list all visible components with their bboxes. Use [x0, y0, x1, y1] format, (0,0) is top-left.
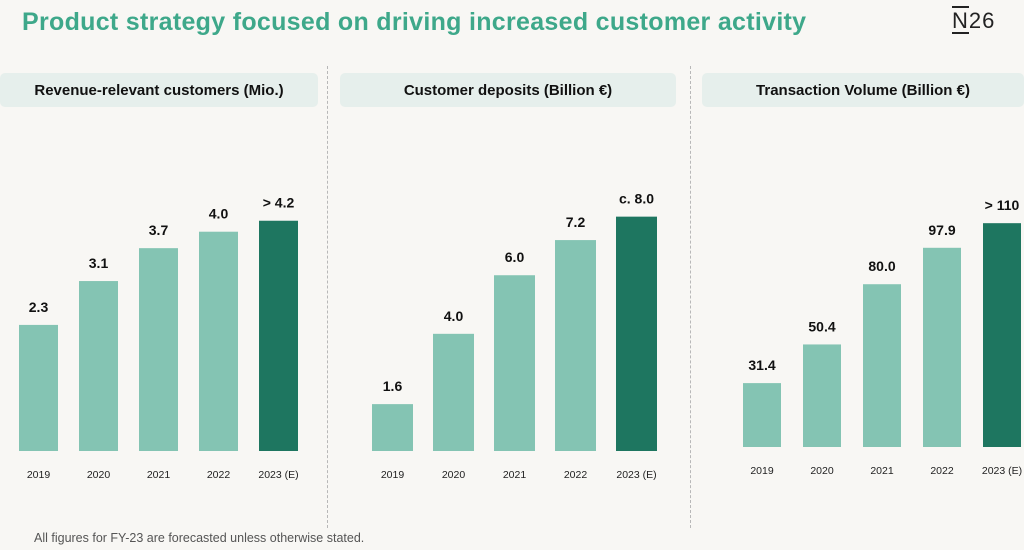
- x-tick-customers-2023: 2023 (E): [258, 469, 298, 481]
- x-tick-volume-2019: 2019: [750, 465, 774, 477]
- x-tick-customers-2019: 2019: [27, 469, 51, 481]
- chart-title-deposits: Customer deposits (Billion €): [403, 81, 613, 99]
- data-label-deposits-2023: c. 8.0: [619, 191, 654, 207]
- bar-customers-2022: [199, 231, 238, 451]
- data-label-customers-2021: 3.7: [149, 222, 169, 238]
- panel-header-deposits: Customer deposits (Billion €): [340, 73, 676, 107]
- x-tick-deposits-2023: 2023 (E): [616, 469, 656, 481]
- bar-customers-2023: [259, 220, 298, 451]
- bar-customers-2019: [19, 324, 58, 451]
- panel-divider-1: [327, 66, 328, 528]
- data-label-deposits-2019: 1.6: [383, 378, 403, 394]
- page-title: Product strategy focused on driving incr…: [22, 8, 807, 36]
- x-tick-deposits-2021: 2021: [503, 469, 527, 481]
- bar-volume-2019: [743, 383, 781, 447]
- chart-customers: 2.3 2019 3.1 2020 3.7 2021 4.0 2022 > 4.2 2023 (E…: [19, 195, 299, 481]
- panel-header-volume: Transaction Volume (Billion €): [702, 73, 1024, 107]
- data-label-volume-2019: 31.4: [748, 357, 775, 373]
- data-label-volume-2020: 50.4: [808, 318, 835, 334]
- x-tick-volume-2020: 2020: [810, 465, 834, 477]
- bar-deposits-2020: [433, 333, 474, 451]
- bar-volume-2021: [863, 284, 901, 447]
- data-label-customers-2023: > 4.2: [263, 195, 295, 211]
- chart-title-volume: Transaction Volume (Billion €): [756, 81, 970, 99]
- data-label-volume-2023: > 110: [985, 197, 1020, 213]
- data-label-customers-2022: 4.0: [209, 206, 229, 222]
- data-label-deposits-2022: 7.2: [566, 214, 586, 230]
- bar-volume-2022: [923, 247, 961, 447]
- bar-volume-2023: [983, 223, 1021, 447]
- data-label-volume-2021: 80.0: [868, 258, 895, 274]
- data-label-customers-2019: 2.3: [29, 299, 49, 315]
- panel-divider-2: [690, 66, 691, 528]
- x-tick-customers-2020: 2020: [87, 469, 111, 481]
- x-tick-deposits-2022: 2022: [564, 469, 588, 481]
- bar-deposits-2019: [372, 404, 413, 451]
- chart-deposits: 1.6 2019 4.0 2020 6.0 2021 7.2 2022 c. 8.0 2023 (…: [372, 191, 657, 481]
- bar-volume-2020: [803, 344, 841, 447]
- footnote: All figures for FY-23 are forecasted unl…: [34, 531, 365, 545]
- bar-customers-2021: [139, 248, 178, 451]
- bar-customers-2020: [79, 281, 118, 451]
- bar-deposits-2023: [616, 216, 657, 451]
- x-tick-customers-2021: 2021: [147, 469, 171, 481]
- bar-deposits-2022: [555, 240, 596, 451]
- x-tick-deposits-2019: 2019: [381, 469, 405, 481]
- chart-volume: 31.4 2019 50.4 2020 80.0 2021 97.9 2022 > 110 202…: [743, 197, 1022, 477]
- x-tick-volume-2023: 2023 (E): [982, 465, 1022, 477]
- bar-deposits-2021: [494, 275, 535, 451]
- x-tick-volume-2021: 2021: [870, 465, 894, 477]
- x-tick-deposits-2020: 2020: [442, 469, 466, 481]
- x-tick-volume-2022: 2022: [930, 465, 954, 477]
- data-label-volume-2022: 97.9: [928, 222, 955, 238]
- panel-header-customers: Revenue-relevant customers (Mio.): [0, 73, 318, 107]
- data-label-deposits-2020: 4.0: [444, 308, 464, 324]
- data-label-customers-2020: 3.1: [89, 255, 109, 271]
- x-tick-customers-2022: 2022: [207, 469, 231, 481]
- chart-title-customers: Revenue-relevant customers (Mio.): [34, 81, 284, 99]
- n26-logo: N26: [952, 6, 996, 34]
- data-label-deposits-2021: 6.0: [505, 249, 525, 265]
